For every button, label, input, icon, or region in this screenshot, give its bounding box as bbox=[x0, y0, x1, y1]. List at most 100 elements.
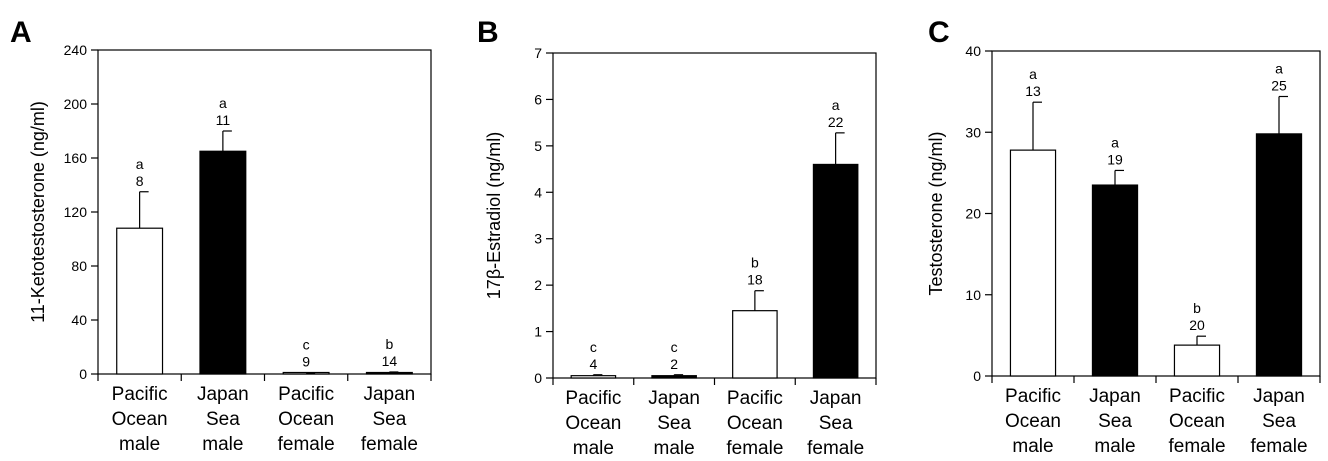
y-tick-label: 3 bbox=[534, 231, 542, 247]
sample-size-label: 18 bbox=[747, 272, 763, 288]
y-tick-label: 30 bbox=[965, 124, 981, 140]
y-tick-label: 0 bbox=[534, 370, 542, 386]
y-tick-label: 1 bbox=[534, 324, 542, 340]
category-label: Japan bbox=[197, 384, 249, 405]
y-tick-label: 4 bbox=[534, 184, 542, 200]
sample-size-label: 2 bbox=[670, 356, 678, 372]
category-label: Sea bbox=[1098, 411, 1132, 432]
sample-size-label: 8 bbox=[136, 173, 144, 189]
bar bbox=[1255, 133, 1303, 377]
category-label: Sea bbox=[819, 413, 853, 434]
significance-letter: a bbox=[1275, 61, 1283, 77]
category-label: male bbox=[1012, 436, 1053, 457]
panel-letter: A bbox=[10, 16, 32, 49]
category-label: Sea bbox=[657, 413, 691, 434]
category-label: Ocean bbox=[1005, 411, 1061, 432]
category-label: female bbox=[1250, 436, 1307, 457]
category-label: male bbox=[202, 434, 243, 455]
sample-size-label: 22 bbox=[828, 114, 844, 130]
y-tick-label: 0 bbox=[79, 366, 87, 382]
y-tick-label: 80 bbox=[71, 258, 87, 274]
category-label: Ocean bbox=[727, 413, 783, 434]
category-label: Pacific bbox=[278, 384, 334, 405]
category-label: Ocean bbox=[112, 409, 168, 430]
sample-size-label: 19 bbox=[1107, 151, 1123, 167]
y-tick-label: 20 bbox=[965, 206, 981, 222]
category-label: male bbox=[119, 434, 160, 455]
sample-size-label: 4 bbox=[589, 356, 597, 372]
panel-a: A 0 40 80 120 160 200 240 11-Ketotestosterone (n… bbox=[10, 16, 432, 455]
category-label: Japan bbox=[1089, 386, 1141, 407]
y-axis-label: 17β-Estradiol (ng/ml) bbox=[484, 132, 504, 299]
category-label: Japan bbox=[810, 388, 862, 409]
sample-size-label: 25 bbox=[1271, 78, 1287, 94]
y-tick-label: 120 bbox=[64, 204, 88, 220]
sample-size-label: 9 bbox=[302, 354, 310, 370]
bar bbox=[1173, 344, 1221, 377]
category-label: male bbox=[1094, 436, 1135, 457]
category-label: Pacific bbox=[1005, 386, 1061, 407]
bar bbox=[199, 150, 247, 375]
significance-letter: a bbox=[832, 97, 840, 113]
category-label: Japan bbox=[1253, 386, 1305, 407]
category-label: male bbox=[573, 438, 614, 459]
category-label: Pacific bbox=[112, 384, 168, 405]
y-tick-label: 240 bbox=[64, 42, 88, 58]
significance-letter: a bbox=[1029, 66, 1037, 82]
category-label: Ocean bbox=[565, 413, 621, 434]
y-tick-label: 7 bbox=[534, 45, 542, 61]
category-label: Ocean bbox=[278, 409, 334, 430]
category-label: Pacific bbox=[727, 388, 783, 409]
category-label: female bbox=[1168, 436, 1225, 457]
significance-letter: c bbox=[671, 339, 678, 355]
bar bbox=[732, 310, 778, 379]
significance-letter: c bbox=[590, 339, 597, 355]
significance-letter: a bbox=[219, 95, 227, 111]
y-axis-label: 11-Ketotestosterone (ng/ml) bbox=[28, 101, 48, 323]
bar bbox=[651, 375, 697, 379]
category-label: Sea bbox=[206, 409, 240, 430]
bar bbox=[365, 371, 413, 375]
sample-size-label: 13 bbox=[1025, 83, 1041, 99]
significance-letter: a bbox=[1111, 134, 1119, 150]
y-tick-label: 2 bbox=[534, 277, 542, 293]
bar bbox=[570, 375, 617, 379]
y-axis-label: Testosterone (ng/ml) bbox=[926, 131, 946, 295]
significance-letter: a bbox=[136, 156, 144, 172]
bar bbox=[812, 163, 859, 379]
bar bbox=[116, 227, 164, 375]
y-tick-label: 160 bbox=[64, 150, 88, 166]
category-label: Sea bbox=[1262, 411, 1296, 432]
sample-size-label: 14 bbox=[382, 353, 398, 369]
significance-letter: b bbox=[1193, 300, 1201, 316]
category-label: male bbox=[654, 438, 695, 459]
y-tick-label: 40 bbox=[965, 43, 981, 59]
category-label: Pacific bbox=[565, 388, 621, 409]
y-tick-label: 6 bbox=[534, 91, 542, 107]
y-tick-label: 40 bbox=[71, 312, 87, 328]
y-tick-label: 5 bbox=[534, 138, 542, 154]
y-tick-label: 10 bbox=[965, 287, 981, 303]
category-label: female bbox=[726, 438, 783, 459]
category-label: Ocean bbox=[1169, 411, 1225, 432]
category-label: Japan bbox=[648, 388, 700, 409]
sample-size-label: 11 bbox=[216, 112, 231, 128]
y-tick-label: 0 bbox=[973, 368, 981, 384]
bar bbox=[1091, 184, 1139, 377]
category-label: Japan bbox=[363, 384, 415, 405]
significance-letter: b bbox=[751, 255, 759, 271]
category-label: female bbox=[278, 434, 335, 455]
bar bbox=[1009, 149, 1057, 377]
category-label: female bbox=[807, 438, 864, 459]
category-label: female bbox=[361, 434, 418, 455]
y-tick-label: 200 bbox=[64, 96, 88, 112]
category-label: Pacific bbox=[1169, 386, 1225, 407]
significance-letter: c bbox=[303, 337, 310, 353]
significance-letter: b bbox=[385, 336, 393, 352]
category-label: Sea bbox=[372, 409, 406, 430]
panel-letter: B bbox=[477, 16, 499, 49]
sample-size-label: 20 bbox=[1189, 317, 1205, 333]
